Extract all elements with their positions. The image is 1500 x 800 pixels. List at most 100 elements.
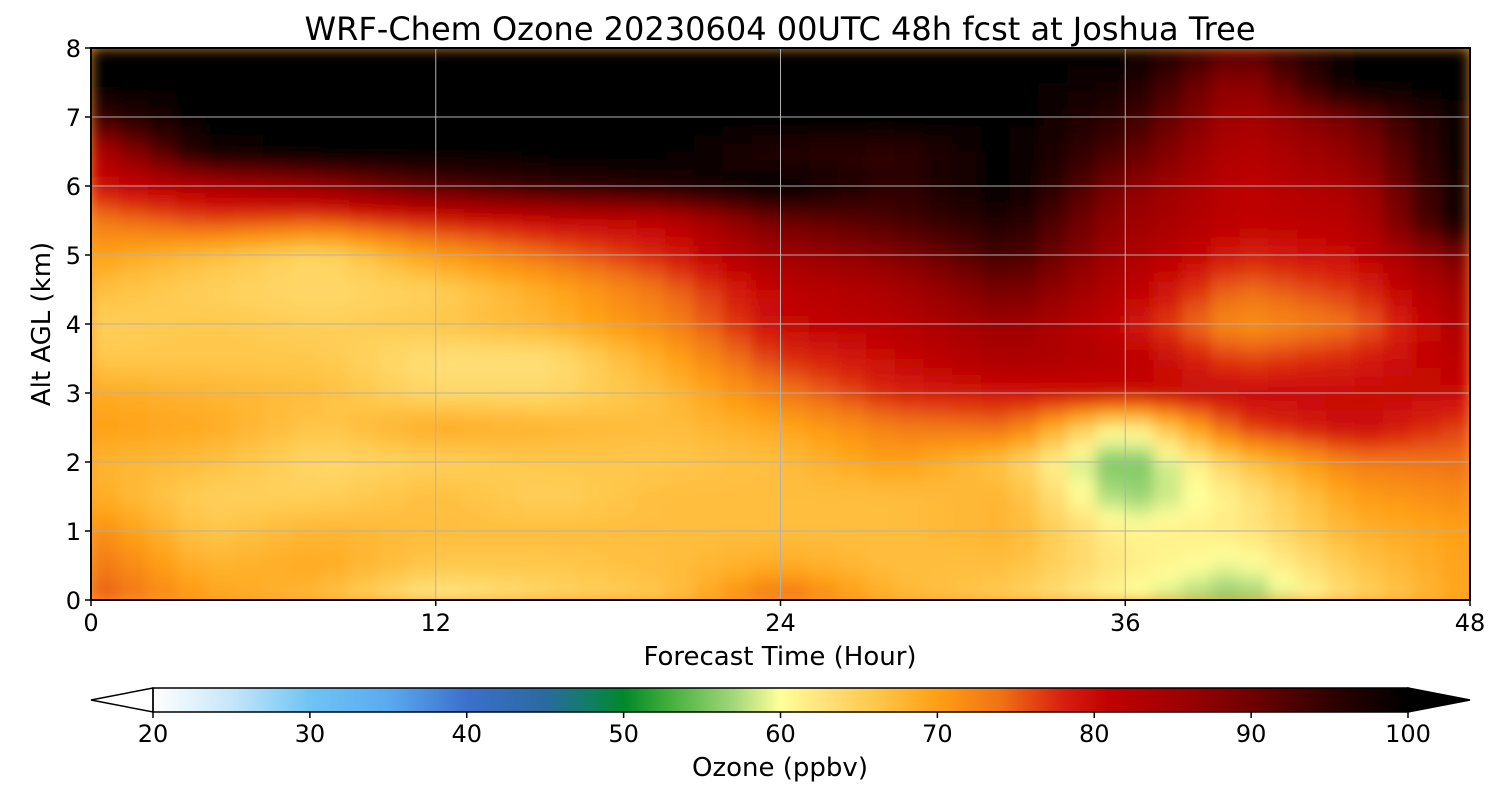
heatmap-cell — [262, 297, 293, 308]
heatmap-cell — [320, 444, 351, 454]
heatmap-cell — [693, 409, 724, 420]
heatmap-cell — [463, 427, 494, 437]
heatmap-cell — [578, 297, 609, 308]
heatmap-cell — [1239, 116, 1270, 127]
heatmap-cell — [981, 470, 1011, 480]
heatmap-cell — [636, 504, 667, 515]
heatmap-cell — [205, 271, 236, 282]
heatmap-cell — [406, 73, 437, 83]
heatmap-cell — [205, 64, 236, 75]
heatmap-cell — [435, 323, 465, 334]
heatmap-cell — [722, 306, 753, 316]
heatmap-cell — [406, 48, 437, 58]
heatmap-cell — [1354, 427, 1385, 437]
heatmap-cell — [435, 547, 465, 558]
heatmap-cell — [808, 64, 839, 75]
heatmap-cell — [665, 323, 695, 334]
y-tick-label: 6 — [66, 173, 81, 201]
heatmap-cell — [837, 332, 868, 342]
heatmap-cell — [406, 366, 437, 377]
heatmap-cell — [837, 220, 868, 230]
heatmap-cell — [1096, 133, 1126, 144]
heatmap-cell — [578, 99, 609, 109]
heatmap-cell — [320, 99, 351, 109]
heatmap-cell — [607, 573, 638, 584]
heatmap-cell — [406, 461, 437, 472]
heatmap-cell — [808, 452, 839, 463]
heatmap-cell — [866, 366, 896, 377]
heatmap-cell — [234, 176, 264, 187]
heatmap-cell — [837, 375, 868, 385]
heatmap-cell — [808, 513, 839, 523]
heatmap-cell — [320, 142, 351, 152]
heatmap-cell — [492, 349, 523, 359]
heatmap-cell — [866, 48, 896, 58]
heatmap-cell — [1268, 107, 1299, 118]
heatmap-cell — [780, 332, 810, 342]
heatmap-cell — [837, 461, 868, 472]
heatmap-cell — [234, 90, 264, 101]
heatmap-cell — [147, 142, 178, 152]
heatmap-cell — [1182, 358, 1212, 368]
heatmap-cell — [349, 73, 379, 83]
heatmap-cell — [205, 375, 236, 385]
heatmap-cell — [751, 565, 781, 575]
heatmap-cell — [550, 73, 580, 83]
heatmap-cell — [1268, 427, 1299, 437]
heatmap-cell — [952, 401, 983, 411]
heatmap-cell — [1009, 289, 1040, 299]
heatmap-cell — [291, 202, 322, 213]
heatmap-cell — [1268, 237, 1299, 247]
heatmap-cell — [91, 435, 121, 446]
heatmap-cell — [91, 73, 121, 83]
heatmap-cell — [550, 521, 580, 532]
heatmap-cell — [119, 513, 149, 523]
heatmap-cell — [1038, 90, 1069, 101]
heatmap-cell — [492, 487, 523, 497]
heatmap-cell — [607, 332, 638, 342]
heatmap-cell — [952, 513, 983, 523]
heatmap-cell — [808, 280, 839, 290]
heatmap-cell — [636, 142, 667, 152]
heatmap-cell — [91, 64, 121, 75]
heatmap-cell — [952, 349, 983, 359]
heatmap-cell — [205, 547, 236, 558]
heatmap-cell — [607, 237, 638, 247]
heatmap-cell — [1412, 358, 1442, 368]
heatmap-cell — [377, 297, 408, 308]
heatmap-cell — [377, 211, 408, 221]
heatmap-cell — [234, 582, 264, 592]
heatmap-cell — [607, 547, 638, 558]
heatmap-cell — [205, 478, 236, 489]
heatmap-cell — [291, 194, 322, 204]
heatmap-cell — [492, 435, 523, 446]
heatmap-cell — [894, 107, 925, 118]
heatmap-cell — [636, 582, 667, 592]
heatmap-cell — [176, 427, 207, 437]
heatmap-cell — [1412, 427, 1442, 437]
heatmap-cell — [91, 340, 121, 351]
heatmap-cell — [1440, 194, 1470, 204]
heatmap-cell — [291, 375, 322, 385]
heatmap-cell — [262, 125, 293, 135]
heatmap-cell — [147, 582, 178, 592]
heatmap-cell — [1038, 366, 1069, 377]
heatmap-cell — [147, 504, 178, 515]
heatmap-cell — [262, 64, 293, 75]
heatmap-cell — [1383, 263, 1414, 273]
heatmap-cell — [463, 64, 494, 75]
heatmap-cell — [1153, 530, 1184, 541]
heatmap-cell — [1153, 435, 1184, 446]
heatmap-cell — [1297, 340, 1327, 351]
heatmap-cell — [1354, 159, 1385, 170]
heatmap-cell — [837, 211, 868, 221]
heatmap-cell — [693, 185, 724, 196]
heatmap-cell — [1412, 530, 1442, 541]
heatmap-cell — [1124, 401, 1155, 411]
heatmap-cell — [91, 573, 121, 584]
heatmap-cell — [780, 556, 810, 566]
heatmap-cell — [550, 185, 580, 196]
heatmap-cell — [722, 245, 753, 256]
x-tick-label: 0 — [83, 609, 98, 637]
heatmap-cell — [406, 125, 437, 135]
